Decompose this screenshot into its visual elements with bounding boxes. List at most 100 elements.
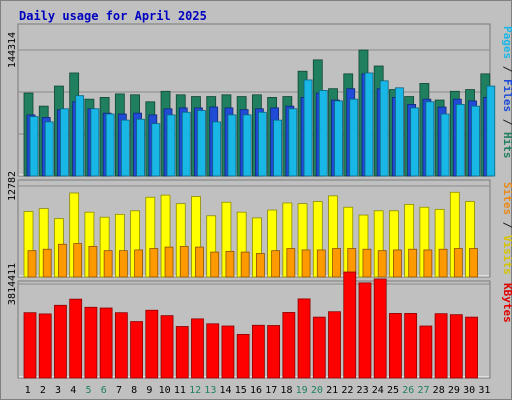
x-tick-label-day-11: 11: [174, 385, 186, 396]
kbytes-bar-kbytes-day-14: [221, 325, 235, 379]
x-tick-label-day-12: 12: [189, 385, 201, 396]
hits-bar-pages-day-21: [334, 100, 343, 177]
hits-bar-pages-day-19: [303, 79, 313, 177]
kbytes-bar-kbytes-day-5: [84, 306, 98, 379]
x-tick-label-day-6: 6: [101, 385, 107, 396]
kbytes-bar-kbytes-day-22: [343, 271, 357, 379]
kbytes-bar-kbytes-day-11: [175, 326, 189, 379]
hits-bar-pages-day-1: [29, 116, 39, 177]
legend-entry: Sites: [501, 182, 512, 215]
hits-bar-pages-day-28: [440, 113, 450, 177]
hits-bar-pages-day-13: [212, 121, 222, 177]
x-tick-label-day-5: 5: [86, 385, 92, 396]
visits-bar-sites-day-21: [332, 248, 341, 278]
kbytes-bar-kbytes-day-20: [312, 316, 326, 379]
legend-entry: KBytes: [501, 283, 512, 323]
hits-bar-pages-day-4: [75, 95, 85, 177]
hits-bar-pages-day-23: [364, 72, 374, 177]
visits-bar-sites-day-15: [240, 251, 250, 278]
hits-bar-pages-day-8: [136, 118, 145, 177]
x-tick-label-day-9: 9: [146, 385, 152, 396]
x-tick-label-day-19: 19: [296, 385, 308, 396]
hits-bar-pages-day-24: [379, 80, 389, 177]
kbytes-bar-kbytes-day-10: [160, 315, 174, 379]
hits-bar-pages-day-29: [455, 104, 465, 177]
visits-bar-sites-day-5: [88, 245, 98, 278]
visits-bar-sites-day-12: [195, 246, 204, 278]
kbytes-bar-kbytes-day-19: [297, 298, 311, 379]
kbytes-bar-kbytes-day-4: [69, 298, 83, 379]
panel-visits-max-label: 12782: [7, 171, 18, 201]
panel-hits-max-label: 144314: [7, 32, 18, 68]
hits-bar-pages-day-20: [318, 90, 328, 177]
kbytes-bar-kbytes-day-15: [236, 333, 250, 379]
panel-visits: 12782 Sites / Visits: [7, 171, 512, 278]
hits-bar-pages-day-16: [257, 111, 267, 177]
visits-bar-sites-day-7: [118, 250, 128, 278]
legend-entry: Hits: [501, 132, 512, 159]
hits-bar-pages-day-25: [395, 87, 404, 177]
visits-bar-sites-day-14: [225, 250, 235, 278]
legend-entry: Files: [501, 79, 512, 112]
kbytes-bar-kbytes-day-9: [145, 309, 159, 379]
hits-bar-pages-day-2: [44, 121, 54, 177]
x-tick-label-day-20: 20: [311, 385, 323, 396]
kbytes-bar-kbytes-day-28: [434, 313, 448, 379]
x-tick-label-day-15: 15: [235, 385, 247, 396]
kbytes-bar-kbytes-day-8: [130, 321, 143, 379]
x-axis-labels: 1 2 3 4 5 6 7 8 9 10 11 12 13 14 15 16 17 18 19 20 21 22 23 24 2…: [25, 385, 491, 396]
x-tick-label-day-14: 14: [220, 385, 232, 396]
kbytes-bar-kbytes-day-29: [449, 314, 463, 379]
legend-entry: Visits: [501, 235, 512, 275]
visits-bar-sites-day-16: [255, 253, 265, 278]
x-tick-label-day-17: 17: [265, 385, 277, 396]
kbytes-bar-kbytes-day-18: [282, 312, 296, 379]
hits-bar-pages-day-7: [120, 119, 130, 177]
x-tick-label-day-2: 2: [40, 385, 46, 396]
visits-bar-sites-day-28: [438, 248, 448, 278]
panel-visits-legend: Sites / Visits: [501, 182, 512, 275]
x-tick-label-day-24: 24: [372, 385, 384, 396]
visits-bar-sites-day-20: [316, 249, 326, 278]
kbytes-bar-kbytes-day-21: [328, 311, 341, 379]
kbytes-bar-kbytes-day-30: [465, 316, 478, 379]
hits-bar-pages-day-15: [242, 114, 252, 177]
visits-bar-sites-day-2: [42, 248, 52, 278]
kbytes-bar-kbytes-day-24: [373, 278, 387, 379]
visits-bar-sites-day-18: [286, 248, 296, 278]
visits-bar-sites-day-9: [149, 248, 159, 278]
x-tick-label-day-28: 28: [433, 385, 445, 396]
kbytes-bar-kbytes-day-7: [114, 312, 128, 379]
chart-panels: 144314 Pages / Files / Hits 12782 Sites / V…: [7, 23, 512, 379]
kbytes-bar-kbytes-day-27: [419, 325, 433, 379]
kbytes-bar-kbytes-day-17: [267, 325, 281, 379]
x-tick-label-day-31: 31: [478, 385, 490, 396]
x-tick-label-day-29: 29: [448, 385, 460, 396]
kbytes-bar-kbytes-day-13: [206, 323, 220, 379]
x-tick-label-day-1: 1: [25, 385, 31, 396]
visits-bar-sites-day-19: [301, 249, 311, 278]
visits-bar-sites-day-3: [58, 243, 67, 278]
legend-entry: /: [501, 112, 512, 132]
visits-bar-sites-day-1: [27, 250, 37, 278]
x-tick-label-day-16: 16: [250, 385, 262, 396]
kbytes-bar-kbytes-day-16: [251, 324, 265, 379]
visits-bar-sites-day-27: [423, 249, 433, 278]
visits-bar-sites-day-30: [469, 248, 478, 278]
x-tick-label-day-22: 22: [341, 385, 353, 396]
visits-bar-sites-day-29: [453, 248, 463, 278]
hits-bar-pages-day-3: [60, 108, 69, 177]
visits-bar-sites-day-24: [377, 250, 387, 278]
visits-bar-sites-day-4: [73, 243, 83, 278]
kbytes-bar-kbytes-day-6: [99, 307, 113, 379]
hits-bar-pages-day-12: [197, 110, 206, 177]
panel-hits: 144314 Pages / Files / Hits: [7, 23, 512, 177]
kbytes-bar-kbytes-day-3: [54, 304, 67, 379]
kbytes-bar-kbytes-day-12: [191, 318, 204, 379]
panel-kbytes-max-label: 3814411: [7, 263, 18, 305]
x-tick-label-day-3: 3: [55, 385, 61, 396]
panel-kbytes-bars: [23, 271, 478, 379]
legend-entry: /: [501, 59, 512, 79]
legend-entry: Pages: [501, 26, 512, 59]
